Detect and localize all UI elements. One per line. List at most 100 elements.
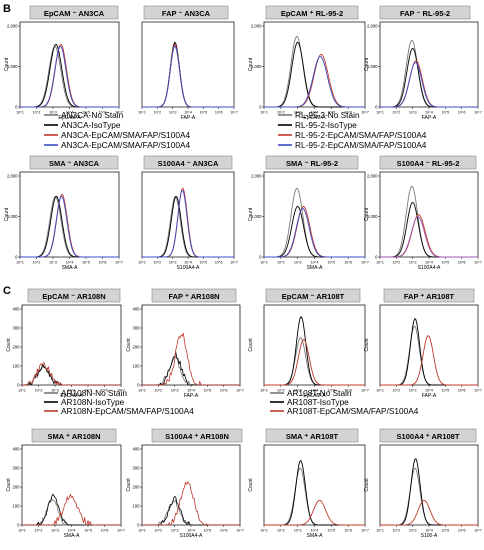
x-tick-label: 10^1 xyxy=(16,111,24,115)
panel-title: SMA ⁺ AR108T xyxy=(286,432,339,441)
plot-frame xyxy=(19,171,120,258)
y-axis-label: Count xyxy=(126,338,132,352)
panel-title-box xyxy=(143,5,229,20)
legend-label: AR108N-EpCAM/SMA/FAP/S100A4 xyxy=(61,406,194,416)
x-tick-label: 10^5 xyxy=(327,111,335,115)
x-tick-label: 10^3 xyxy=(49,111,57,115)
x-axis-label: SMA-A xyxy=(307,265,324,271)
y-tick-label: 2,000 xyxy=(251,174,262,179)
x-tick-label: 10^2 xyxy=(392,111,400,115)
x-tick-label: 10^5 xyxy=(441,529,449,533)
x-tick-label: 10^4 xyxy=(311,111,319,115)
x-tick-label: 10^5 xyxy=(203,389,211,393)
x-tick-label: 10^7 xyxy=(236,529,244,533)
panel-title-box xyxy=(379,155,477,170)
y-tick-label: 300 xyxy=(133,326,141,331)
legend: RL-95-2-No StainRL-95-2-IsoTypeRL-95-2-E… xyxy=(278,110,427,150)
x-tick-label: 10^2 xyxy=(154,389,162,393)
x-tick-label: 10^5 xyxy=(441,261,449,265)
legend-label: AR108N-IsoType xyxy=(61,397,125,407)
y-tick-label: 2,000 xyxy=(7,24,18,29)
panel-title: FAP ⁻ AN3CA xyxy=(162,9,211,18)
panel-title-box xyxy=(143,155,233,170)
x-tick-label: 10^6 xyxy=(220,389,228,393)
legend-label: RL-95-2-EpCAM/SMA/FAP/S100A4 xyxy=(295,130,427,140)
legend-label: AN3CA-EpCAM/SMA/FAP/S100A4 xyxy=(61,130,190,140)
x-axis-label: FAP-A xyxy=(181,115,196,121)
histogram-panel: FAP ⁺ AR108N 10^1 10^2 10^3 10^4 10^5 10^6 10^7… xyxy=(126,288,244,399)
histogram-panel: FAP ⁻ AN3CA 10^1 10^2 10^3 10^4 10^5 10^6 10^7 F… xyxy=(138,5,238,121)
panel-title: S100A4 ⁺ AR108T xyxy=(397,432,460,441)
x-tick-label: 10^3 xyxy=(169,261,177,265)
plot-frame xyxy=(263,304,366,386)
y-tick-label: 100 xyxy=(13,364,21,369)
x-tick-label: 10^5 xyxy=(327,261,335,265)
x-tick-label: 10^3 xyxy=(409,529,417,533)
histogram-panel: S100A4 ⁻ AN3CA 10^1 10^2 10^3 10^4 10^5 10^6 10… xyxy=(138,155,238,271)
y-tick-label: 1,000 xyxy=(251,214,262,219)
panel-title: EpCAM ⁻ AR108N xyxy=(42,292,105,301)
x-tick-label: 10^1 xyxy=(138,529,146,533)
y-tick-label: 2,000 xyxy=(367,24,378,29)
histogram-panel: EpCAM ⁻ AR108N 10^1 10^2 10^3 10^4 10^5 10^6 10… xyxy=(6,288,125,399)
y-tick-label: 400 xyxy=(13,447,21,452)
y-tick-label: 200 xyxy=(133,485,141,490)
x-tick-label: 10^7 xyxy=(115,261,123,265)
panel-title-box xyxy=(265,155,359,170)
x-tick-label: 10^1 xyxy=(376,389,384,393)
histogram-panel: EpCAM ⁻ AN3CA 10^1 10^2 10^3 10^4 10^5 10^6 10^… xyxy=(4,5,123,121)
panel-title: EpCAM ⁻ AR108T xyxy=(282,292,345,301)
x-tick-label: 10^4 xyxy=(311,389,319,393)
x-tick-label: 10^7 xyxy=(230,261,238,265)
y-tick-label: 300 xyxy=(13,326,21,331)
panel-title: EpCAM ⁺ RL-95-2 xyxy=(281,9,343,18)
y-axis-label: Count xyxy=(364,207,370,221)
y-tick-label: 300 xyxy=(133,466,141,471)
x-tick-label: 10^2 xyxy=(277,261,285,265)
panel-title: SMA ⁻ RL-95-2 xyxy=(286,159,338,168)
x-tick-label: 10^1 xyxy=(260,529,268,533)
plot-frame xyxy=(141,444,241,526)
legend: AR108T-No StainAR108T-IsoTypeAR108T-EpCA… xyxy=(270,388,419,416)
histogram-panel: SMA ⁺ AR108N 10^1 10^2 10^3 10^4 10^5 10^6 10^7… xyxy=(6,428,125,539)
x-tick-label: 10^3 xyxy=(171,529,179,533)
x-axis-label: FAP-A xyxy=(184,393,199,399)
panel-title: FAP ⁺ AR108T xyxy=(404,292,455,301)
x-tick-label: 10^6 xyxy=(458,389,466,393)
histogram-curve xyxy=(380,499,478,526)
x-tick-label: 10^1 xyxy=(138,389,146,393)
panel-title: SMA ⁻ AN3CA xyxy=(49,159,100,168)
x-axis-label: SMA-A xyxy=(64,533,81,539)
plot-frame xyxy=(379,304,479,386)
histogram-curve xyxy=(20,45,119,108)
x-tick-label: 10^4 xyxy=(184,261,192,265)
panel-title-box xyxy=(31,428,117,443)
x-tick-label: 10^3 xyxy=(294,529,302,533)
panel-title: FAP ⁺ AR108N xyxy=(168,292,219,301)
x-axis-label: SMA-A xyxy=(62,265,79,271)
x-tick-label: 10^3 xyxy=(294,111,302,115)
histogram-panel: SMA ⁻ AN3CA 10^1 10^2 10^3 10^4 10^5 10^6 10^7 0… xyxy=(4,155,123,271)
x-tick-label: 10^1 xyxy=(138,111,146,115)
y-tick-label: 2,000 xyxy=(367,174,378,179)
plot-frame xyxy=(263,21,366,108)
legend-label: RL-95-2-EpCAM/SMA/FAP/S100A4 xyxy=(295,140,427,150)
plot-frame xyxy=(263,444,366,526)
y-tick-label: 1,000 xyxy=(7,64,18,69)
x-tick-label: 10^1 xyxy=(18,529,26,533)
histogram-panel: S100A4 ⁺ AR108N 10^1 10^2 10^3 10^4 10^5 10^6 1… xyxy=(126,428,244,539)
x-tick-label: 10^3 xyxy=(49,261,57,265)
histogram-curve xyxy=(264,55,365,108)
x-tick-label: 10^7 xyxy=(361,111,369,115)
x-tick-label: 10^7 xyxy=(474,261,482,265)
legend: AR108N-No StainAR108N-IsoTypeAR108N-EpCA… xyxy=(44,388,194,416)
x-tick-label: 10^7 xyxy=(474,529,482,533)
histogram-curve xyxy=(21,362,121,386)
x-tick-label: 10^4 xyxy=(425,529,433,533)
histogram-panel: SMA ⁻ RL-95-2 10^1 10^2 10^3 10^4 10^5 10^6 10^… xyxy=(248,155,369,271)
histogram-curve xyxy=(380,216,478,258)
panel-title-box xyxy=(27,288,121,303)
x-tick-label: 10^6 xyxy=(344,111,352,115)
y-axis-label: Count xyxy=(364,338,370,352)
